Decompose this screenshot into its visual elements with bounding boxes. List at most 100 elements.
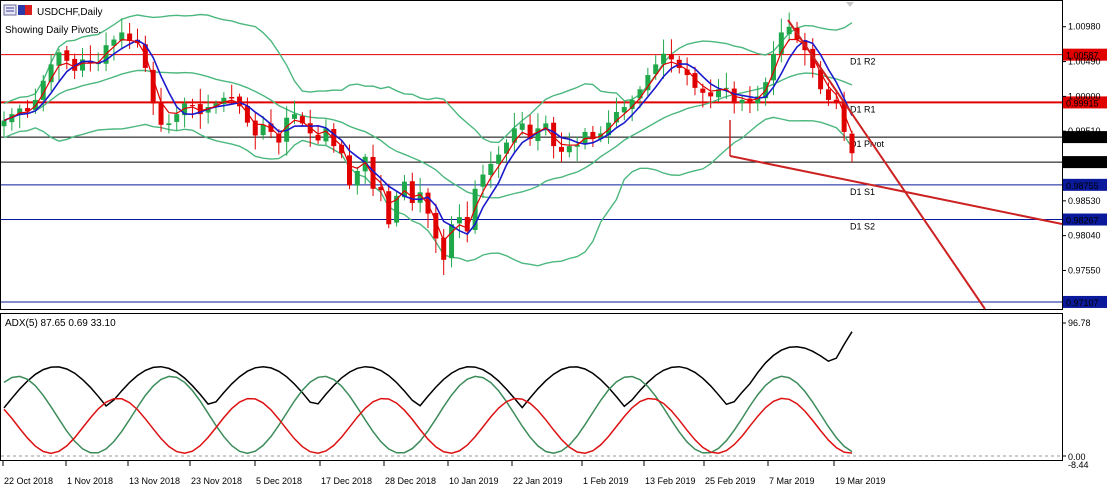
- candle-body: [755, 96, 761, 104]
- candle-body: [441, 237, 447, 260]
- bollinger-lower: [3, 116, 853, 267]
- price-tag: [1063, 178, 1107, 191]
- adx-header: ADX(5) 87.65 0.69 33.10: [5, 318, 116, 329]
- pivot-label: D1 S1: [850, 187, 875, 197]
- candle-body: [409, 181, 415, 203]
- candle-body: [543, 123, 549, 131]
- candle-body: [833, 99, 839, 104]
- price-tag-label: 0.98755: [1066, 181, 1099, 191]
- candle-body: [613, 112, 619, 123]
- date-label: 22 Jan 2019: [513, 476, 563, 486]
- date-label: 17 Dec 2018: [321, 476, 372, 486]
- pivot-lines-layer: D1 R2 D1 R1 D1 Pivot D1 S1 D1 S2: [1, 54, 1062, 303]
- main-plot-frame: [0, 0, 1063, 310]
- date-label: 10 Jan 2019: [449, 476, 499, 486]
- moving-averages-layer: [3, 38, 853, 242]
- shift-marker-icon[interactable]: [846, 2, 854, 7]
- candle-body: [394, 195, 400, 223]
- sma-line: [3, 39, 853, 236]
- candle-body: [519, 123, 525, 130]
- candle-body: [739, 99, 745, 104]
- bollinger-upper: [3, 13, 853, 144]
- candle-body: [723, 87, 729, 89]
- window-header: USDCHF,Daily Showing Daily Pivots.: [3, 4, 103, 36]
- candle-body: [551, 122, 557, 147]
- candle-body: [25, 108, 31, 112]
- price-tag-label: 0.97107: [1066, 298, 1099, 308]
- candle-body: [299, 116, 305, 124]
- price-tag: [1063, 131, 1107, 144]
- price-tag: [1063, 48, 1107, 61]
- adx-axis-top: 96.78: [1068, 318, 1091, 328]
- ema-line: [3, 38, 853, 242]
- price-tick-label: 0.98530: [1068, 196, 1101, 206]
- price-tag-label: 1.00587: [1066, 51, 1099, 61]
- pivot-label: D1 R2: [850, 57, 876, 67]
- pivot-label: D1 S2: [850, 222, 875, 232]
- candle-body: [417, 192, 423, 203]
- date-label: 28 Dec 2018: [385, 476, 436, 486]
- candle-body: [1, 120, 7, 127]
- candle-body: [323, 128, 329, 142]
- candle-body: [645, 75, 651, 91]
- price-tick-label: 0.97550: [1068, 265, 1101, 275]
- adx-plot-frame: [0, 313, 1063, 461]
- price-tick-label: 0.98040: [1068, 231, 1101, 241]
- price-tag: [1063, 213, 1107, 226]
- date-label: 23 Nov 2018: [191, 476, 242, 486]
- candle-body: [810, 48, 816, 68]
- candle-body: [700, 88, 706, 93]
- pivot-label: D1 Pivot: [850, 139, 885, 149]
- candle-body: [315, 134, 321, 141]
- candle-body: [174, 114, 180, 122]
- trendline-descending[interactable]: [787, 19, 986, 310]
- candle-body: [292, 114, 298, 119]
- chart-menu-icon[interactable]: [3, 4, 17, 16]
- candle-body: [433, 212, 439, 239]
- candle-body: [244, 105, 250, 123]
- price-tick-label: 0.99510: [1068, 126, 1101, 136]
- candle-body: [252, 120, 258, 136]
- candle-body: [480, 174, 486, 187]
- candle-body: [346, 155, 352, 186]
- candle-body: [661, 53, 667, 64]
- candle-body: [354, 170, 360, 186]
- candle-body: [378, 186, 384, 191]
- candle-body: [535, 128, 541, 142]
- candle-body: [425, 192, 431, 214]
- candle-body: [574, 144, 580, 147]
- candle-body: [221, 97, 227, 105]
- candle-body: [496, 154, 502, 164]
- candle-body: [260, 124, 266, 136]
- candle-body: [716, 89, 722, 98]
- candle-body: [488, 163, 494, 176]
- date-label: 19 Mar 2019: [835, 476, 886, 486]
- trendline-support[interactable]: [729, 155, 1063, 225]
- candle-body: [849, 133, 855, 154]
- candle-body: [692, 73, 698, 88]
- price-tick-label: 1.00000: [1068, 91, 1101, 101]
- candle-body: [17, 108, 23, 115]
- adx-lines-layer: [1, 331, 1062, 457]
- candle-body: [119, 32, 125, 41]
- candle-body: [637, 89, 643, 99]
- candle-body: [182, 103, 188, 116]
- candle-body: [205, 107, 211, 113]
- candle-body: [708, 92, 714, 97]
- trendlines-layer: [729, 19, 1063, 310]
- price-tag-label: 0.99915: [1066, 98, 1099, 108]
- date-axis-layer: 22 Oct 2018 1 Nov 2018 13 Nov 2018 23 Nov 2…: [2, 461, 886, 486]
- candle-body: [64, 50, 70, 61]
- candle-body: [653, 64, 659, 75]
- date-label: 13 Nov 2018: [129, 476, 180, 486]
- candle-body: [150, 69, 156, 104]
- date-label: 5 Dec 2018: [256, 476, 302, 486]
- candle-body: [40, 80, 46, 100]
- candle-body: [456, 217, 462, 224]
- candle-body: [331, 128, 337, 147]
- adx-line: [3, 331, 853, 409]
- price-tag-label: 0.98267: [1066, 216, 1099, 226]
- candle-body: [770, 53, 776, 81]
- candle-body: [213, 103, 219, 107]
